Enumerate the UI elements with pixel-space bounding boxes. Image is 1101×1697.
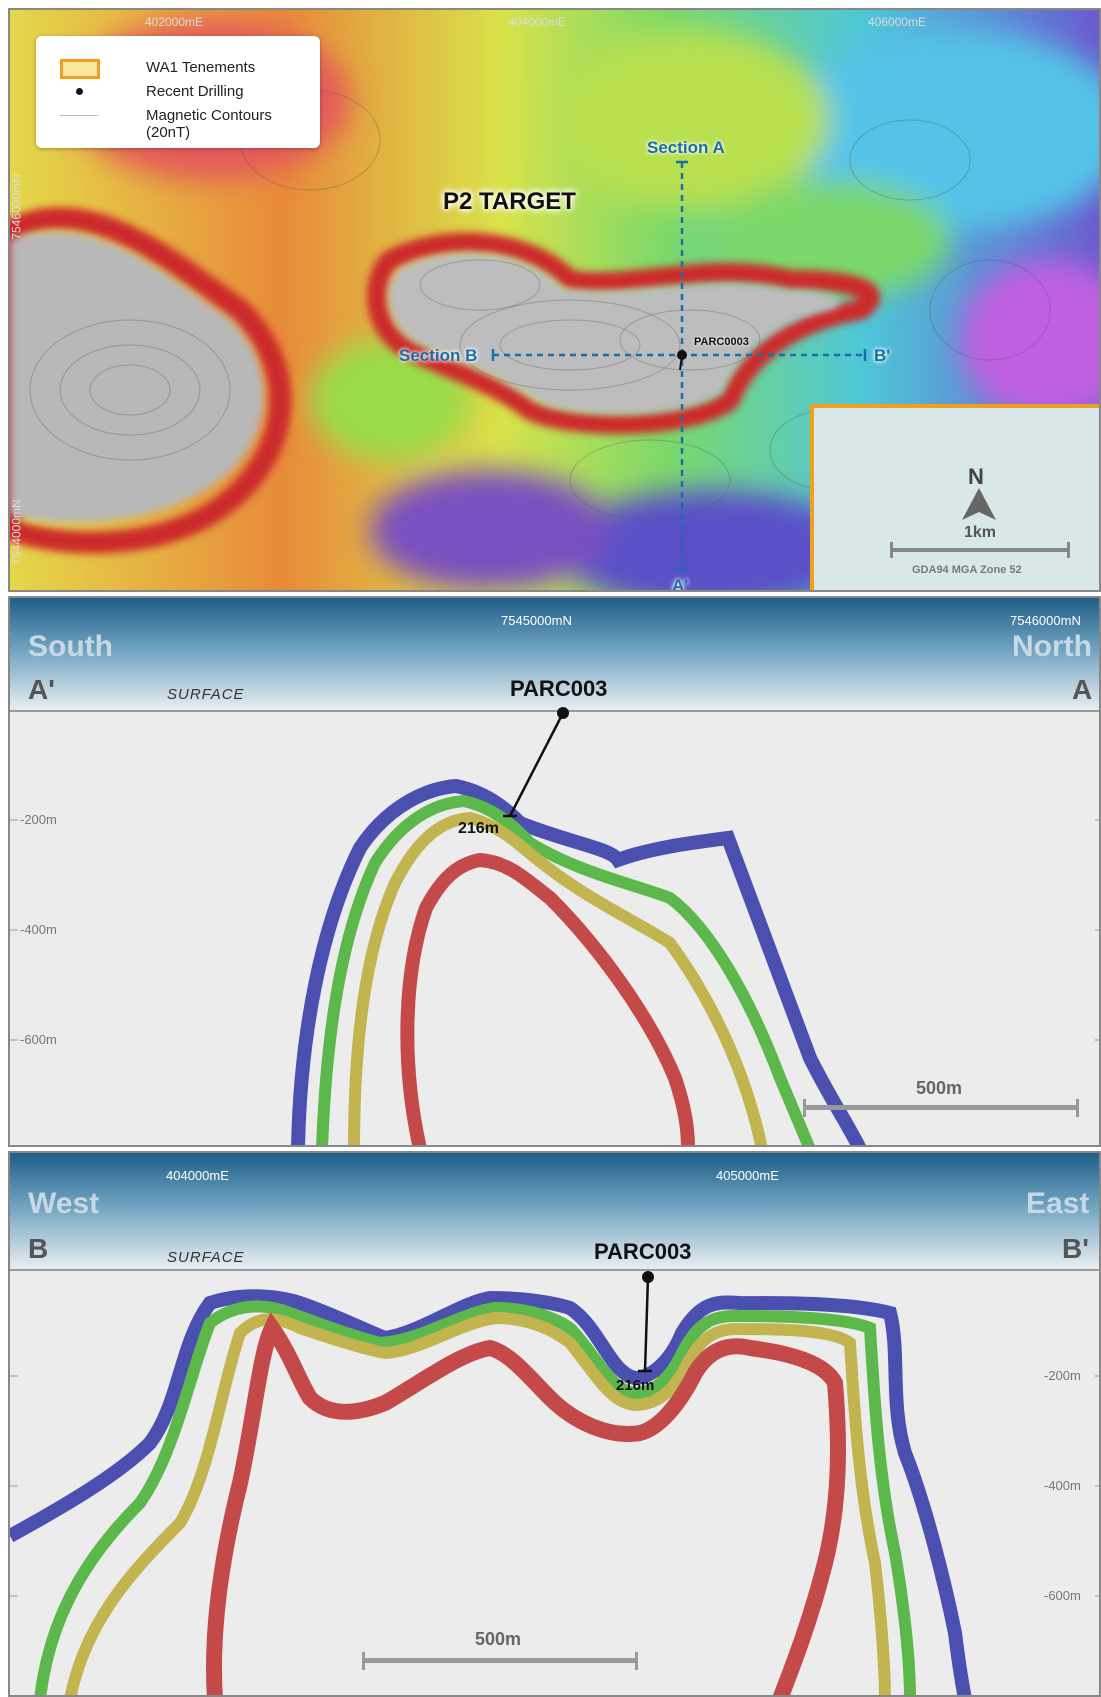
projection-label: GDA94 MGA Zone 52: [912, 564, 1022, 576]
section-a-depth-tick-3: -600m: [20, 1032, 57, 1047]
section-a-end-right: A: [1072, 674, 1093, 705]
cross-section-a: 7545000mN 7546000mN South North A' A SUR…: [8, 596, 1101, 1147]
section-b-header: [10, 1153, 1099, 1269]
section-b-depth-tick-2: -400m: [1044, 1478, 1081, 1493]
section-a-label: Section A: [647, 138, 725, 157]
legend-item-contours: Magnetic Contours (20nT): [52, 104, 312, 141]
section-a-depth-label: 216m: [458, 820, 499, 837]
magnetic-image: [10, 10, 1099, 590]
north-arrow-icon: [962, 488, 996, 520]
section-a-header: [10, 598, 1099, 710]
scale-inset: N 1km GDA94 MGA Zone 52: [810, 404, 1099, 590]
north-label: N: [968, 464, 984, 489]
map-coord-y1: 7546000mN: [9, 174, 24, 240]
section-b-depth-label: 216m: [616, 1377, 655, 1394]
section-a-end-label: A': [672, 576, 689, 592]
legend-item-tenements: WA1 Tenements: [52, 56, 312, 80]
section-b-scale-label: 500m: [475, 1629, 522, 1649]
section-a-scale-label: 500m: [916, 1078, 963, 1098]
section-a-coord-left: 7545000mN: [501, 613, 572, 628]
scale-bar-label: 1km: [964, 524, 997, 541]
section-b-surface-label: SURFACE: [167, 1249, 245, 1266]
section-a-hole-label: PARC003: [510, 676, 608, 701]
cross-section-b: 404000mE 405000mE West East B B' SURFACE…: [8, 1151, 1101, 1697]
section-b-coord-left: 404000mE: [166, 1168, 229, 1183]
tenement-swatch-icon: [60, 59, 100, 79]
section-b-depth-tick-3: -600m: [1044, 1588, 1081, 1603]
map-coord-x2: 404000mE: [508, 15, 567, 29]
section-b-scale-bar: [362, 1658, 638, 1663]
section-b-collar-marker: [642, 1271, 654, 1283]
section-b-hole-label: PARC003: [594, 1239, 692, 1264]
section-a-dir-left: South: [28, 630, 113, 663]
contour-line-icon: [60, 115, 98, 116]
magnetic-map: 402000mE 404000mE 406000mE 7546000mN 754…: [8, 8, 1101, 592]
section-b-end-left: B: [28, 1233, 49, 1264]
map-coord-x1: 402000mE: [145, 15, 204, 29]
legend-item-drilling: Recent Drilling: [52, 80, 312, 104]
section-a-dir-right: North: [1012, 630, 1092, 663]
drill-hole-label: PARC0003: [694, 336, 749, 348]
map-legend: WA1 Tenements Recent Drilling Magnetic C…: [36, 36, 320, 148]
section-a-end-left: A': [28, 674, 55, 705]
section-a-collar-marker: [557, 707, 569, 719]
map-coord-y2: 7544000mN: [9, 499, 24, 565]
section-b-end-label: B': [874, 346, 891, 365]
section-b-dir-left: West: [28, 1187, 100, 1220]
section-a-surface-label: SURFACE: [167, 686, 245, 703]
section-a-scale-bar: [803, 1105, 1079, 1110]
scale-bar: [890, 548, 1070, 552]
section-b-coord-right: 405000mE: [716, 1168, 779, 1183]
target-label: P2 TARGET: [443, 188, 576, 215]
section-a-depth-tick-2: -400m: [20, 922, 57, 937]
section-b-end-right: B': [1062, 1233, 1089, 1264]
section-b-shells: [10, 1271, 1099, 1695]
section-a-coord-right: 7546000mN: [1010, 613, 1081, 628]
section-a-shells: [10, 707, 1099, 1145]
drill-dot-icon: [76, 88, 83, 95]
section-b-dir-right: East: [1026, 1187, 1090, 1220]
section-b-label: Section B: [399, 346, 478, 365]
section-a-depth-tick-1: -200m: [20, 812, 57, 827]
map-coord-x3: 406000mE: [868, 15, 927, 29]
section-b-depth-tick-1: -200m: [1044, 1368, 1081, 1383]
